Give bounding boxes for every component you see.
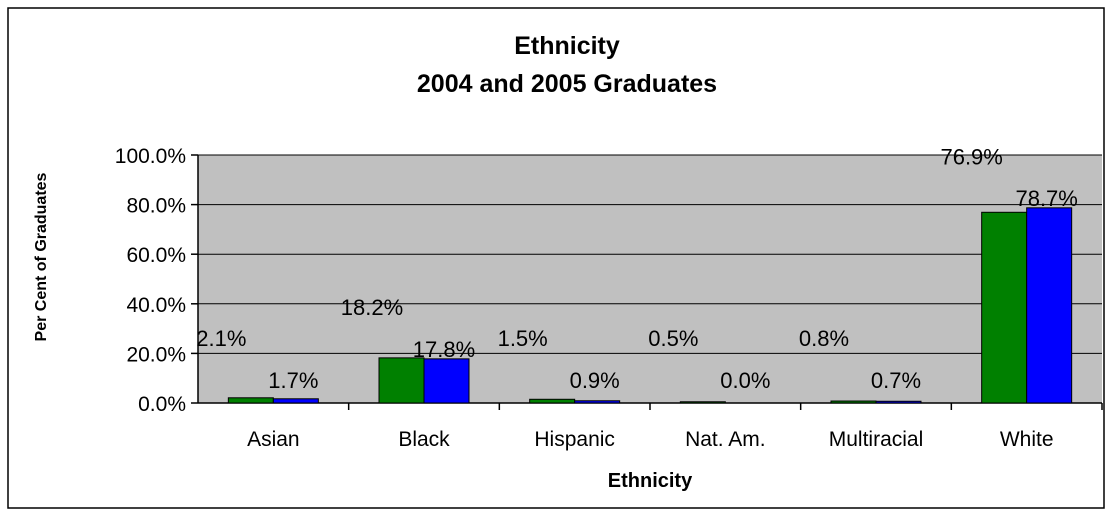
data-label: 0.9% — [570, 368, 620, 393]
y-axis-title: Per Cent of Graduates — [33, 172, 50, 341]
bar — [227, 397, 274, 404]
category-label: Multiracial — [829, 428, 924, 451]
y-tick-label: 40.0% — [126, 294, 186, 317]
category-label: Asian — [247, 428, 300, 451]
data-label: 0.8% — [799, 326, 849, 351]
bar — [875, 400, 922, 404]
bar — [981, 211, 1028, 404]
data-label: 0.0% — [720, 368, 770, 393]
data-label: 78.7% — [1015, 186, 1077, 211]
bar — [1026, 207, 1073, 404]
bar — [830, 400, 877, 404]
bar — [574, 400, 621, 404]
category-label: White — [1000, 428, 1054, 451]
category-label: Hispanic — [534, 428, 615, 451]
data-label: 1.5% — [498, 326, 548, 351]
bar — [679, 401, 726, 404]
category-label: Nat. Am. — [685, 428, 766, 451]
bar — [529, 398, 576, 404]
y-tick-label: 80.0% — [126, 195, 186, 218]
bar — [378, 357, 425, 404]
y-tick-label: 0.0% — [138, 393, 186, 416]
data-label: 18.2% — [341, 295, 403, 320]
y-tick-label: 60.0% — [126, 244, 186, 267]
chart-title-line-2: 2004 and 2005 Graduates — [417, 70, 717, 98]
data-label: 0.7% — [871, 368, 921, 393]
category-label: Black — [398, 428, 450, 451]
y-tick-label: 20.0% — [126, 343, 186, 366]
data-label: 1.7% — [268, 368, 318, 393]
x-axis-title: Ethnicity — [608, 470, 693, 492]
chart-title-line-1: Ethnicity — [514, 32, 620, 60]
data-label: 0.5% — [648, 326, 698, 351]
y-tick-label: 100.0% — [115, 145, 186, 168]
bar — [272, 398, 319, 404]
data-label: 2.1% — [196, 326, 246, 351]
plot-area: 0.0% 20.0% 40.0% 60.0% 80.0% 100.0% Asian Black… — [115, 144, 1103, 451]
data-label: 76.9% — [940, 144, 1002, 169]
plot-background — [198, 155, 1102, 403]
bar — [423, 358, 470, 404]
data-label: 17.8% — [413, 337, 475, 362]
